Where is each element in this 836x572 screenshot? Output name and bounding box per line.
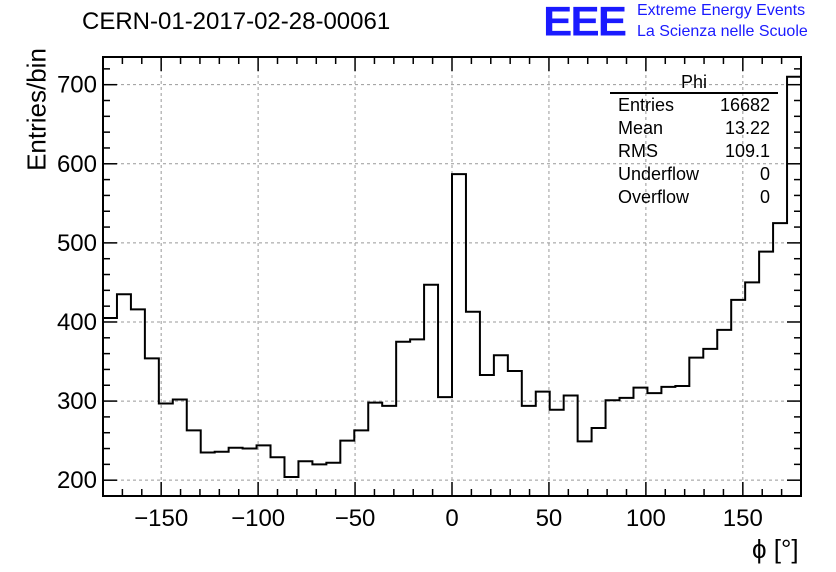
- eee-logo: EEE: [543, 0, 627, 45]
- x-tick-label: 150: [723, 505, 763, 532]
- stats-value: 0: [759, 164, 770, 184]
- y-tick-label: 700: [57, 72, 97, 99]
- x-tick-label: −100: [231, 505, 285, 532]
- stats-row: RMS 109.1: [610, 140, 778, 163]
- stats-value: 0: [759, 187, 770, 207]
- stats-title: Phi: [610, 72, 778, 94]
- x-tick-label: −50: [335, 505, 376, 532]
- stats-box: Phi Entries 16682 Mean 13.22 RMS 109.1 U…: [610, 72, 778, 209]
- stats-value: 109.1: [724, 141, 770, 161]
- y-tick-label: 500: [57, 230, 97, 257]
- plot-frame: [102, 56, 802, 497]
- y-axis-label: Entries/bin: [21, 48, 52, 171]
- stats-value: 13.22: [724, 118, 770, 138]
- y-tick-label: 300: [57, 388, 97, 415]
- chart-title: CERN-01-2017-02-28-00061: [82, 8, 391, 35]
- x-tick-label: 50: [536, 505, 563, 532]
- stats-label: Overflow: [618, 187, 690, 207]
- stats-row: Underflow 0: [610, 163, 778, 186]
- stats-label: RMS: [618, 141, 658, 161]
- stats-value: 16682: [719, 95, 770, 115]
- x-tick-label: −150: [134, 505, 188, 532]
- stats-label: Entries: [618, 95, 675, 115]
- x-axis-label: ϕ [°]: [752, 534, 799, 564]
- logo-text-line2: La Scienza nelle Scuole: [637, 23, 808, 40]
- logo-text-line1: Extreme Energy Events: [637, 2, 806, 19]
- y-tick-label: 400: [57, 309, 97, 336]
- stats-label: Underflow: [618, 164, 700, 184]
- stats-label: Mean: [618, 118, 664, 138]
- y-tick-label: 600: [57, 151, 97, 178]
- tick-labels: −150 −100 −50 0 50 100 150 200 300 400 500 600 700: [57, 72, 763, 532]
- stats-row: Entries 16682: [610, 94, 778, 117]
- axis-ticks: [102, 57, 802, 496]
- x-tick-label: 100: [626, 505, 666, 532]
- y-tick-label: 200: [57, 467, 97, 494]
- histogram-line: [103, 75, 801, 479]
- stats-row: Mean 13.22: [610, 117, 778, 140]
- x-tick-label: 0: [445, 505, 458, 532]
- stats-row: Overflow 0: [610, 186, 778, 209]
